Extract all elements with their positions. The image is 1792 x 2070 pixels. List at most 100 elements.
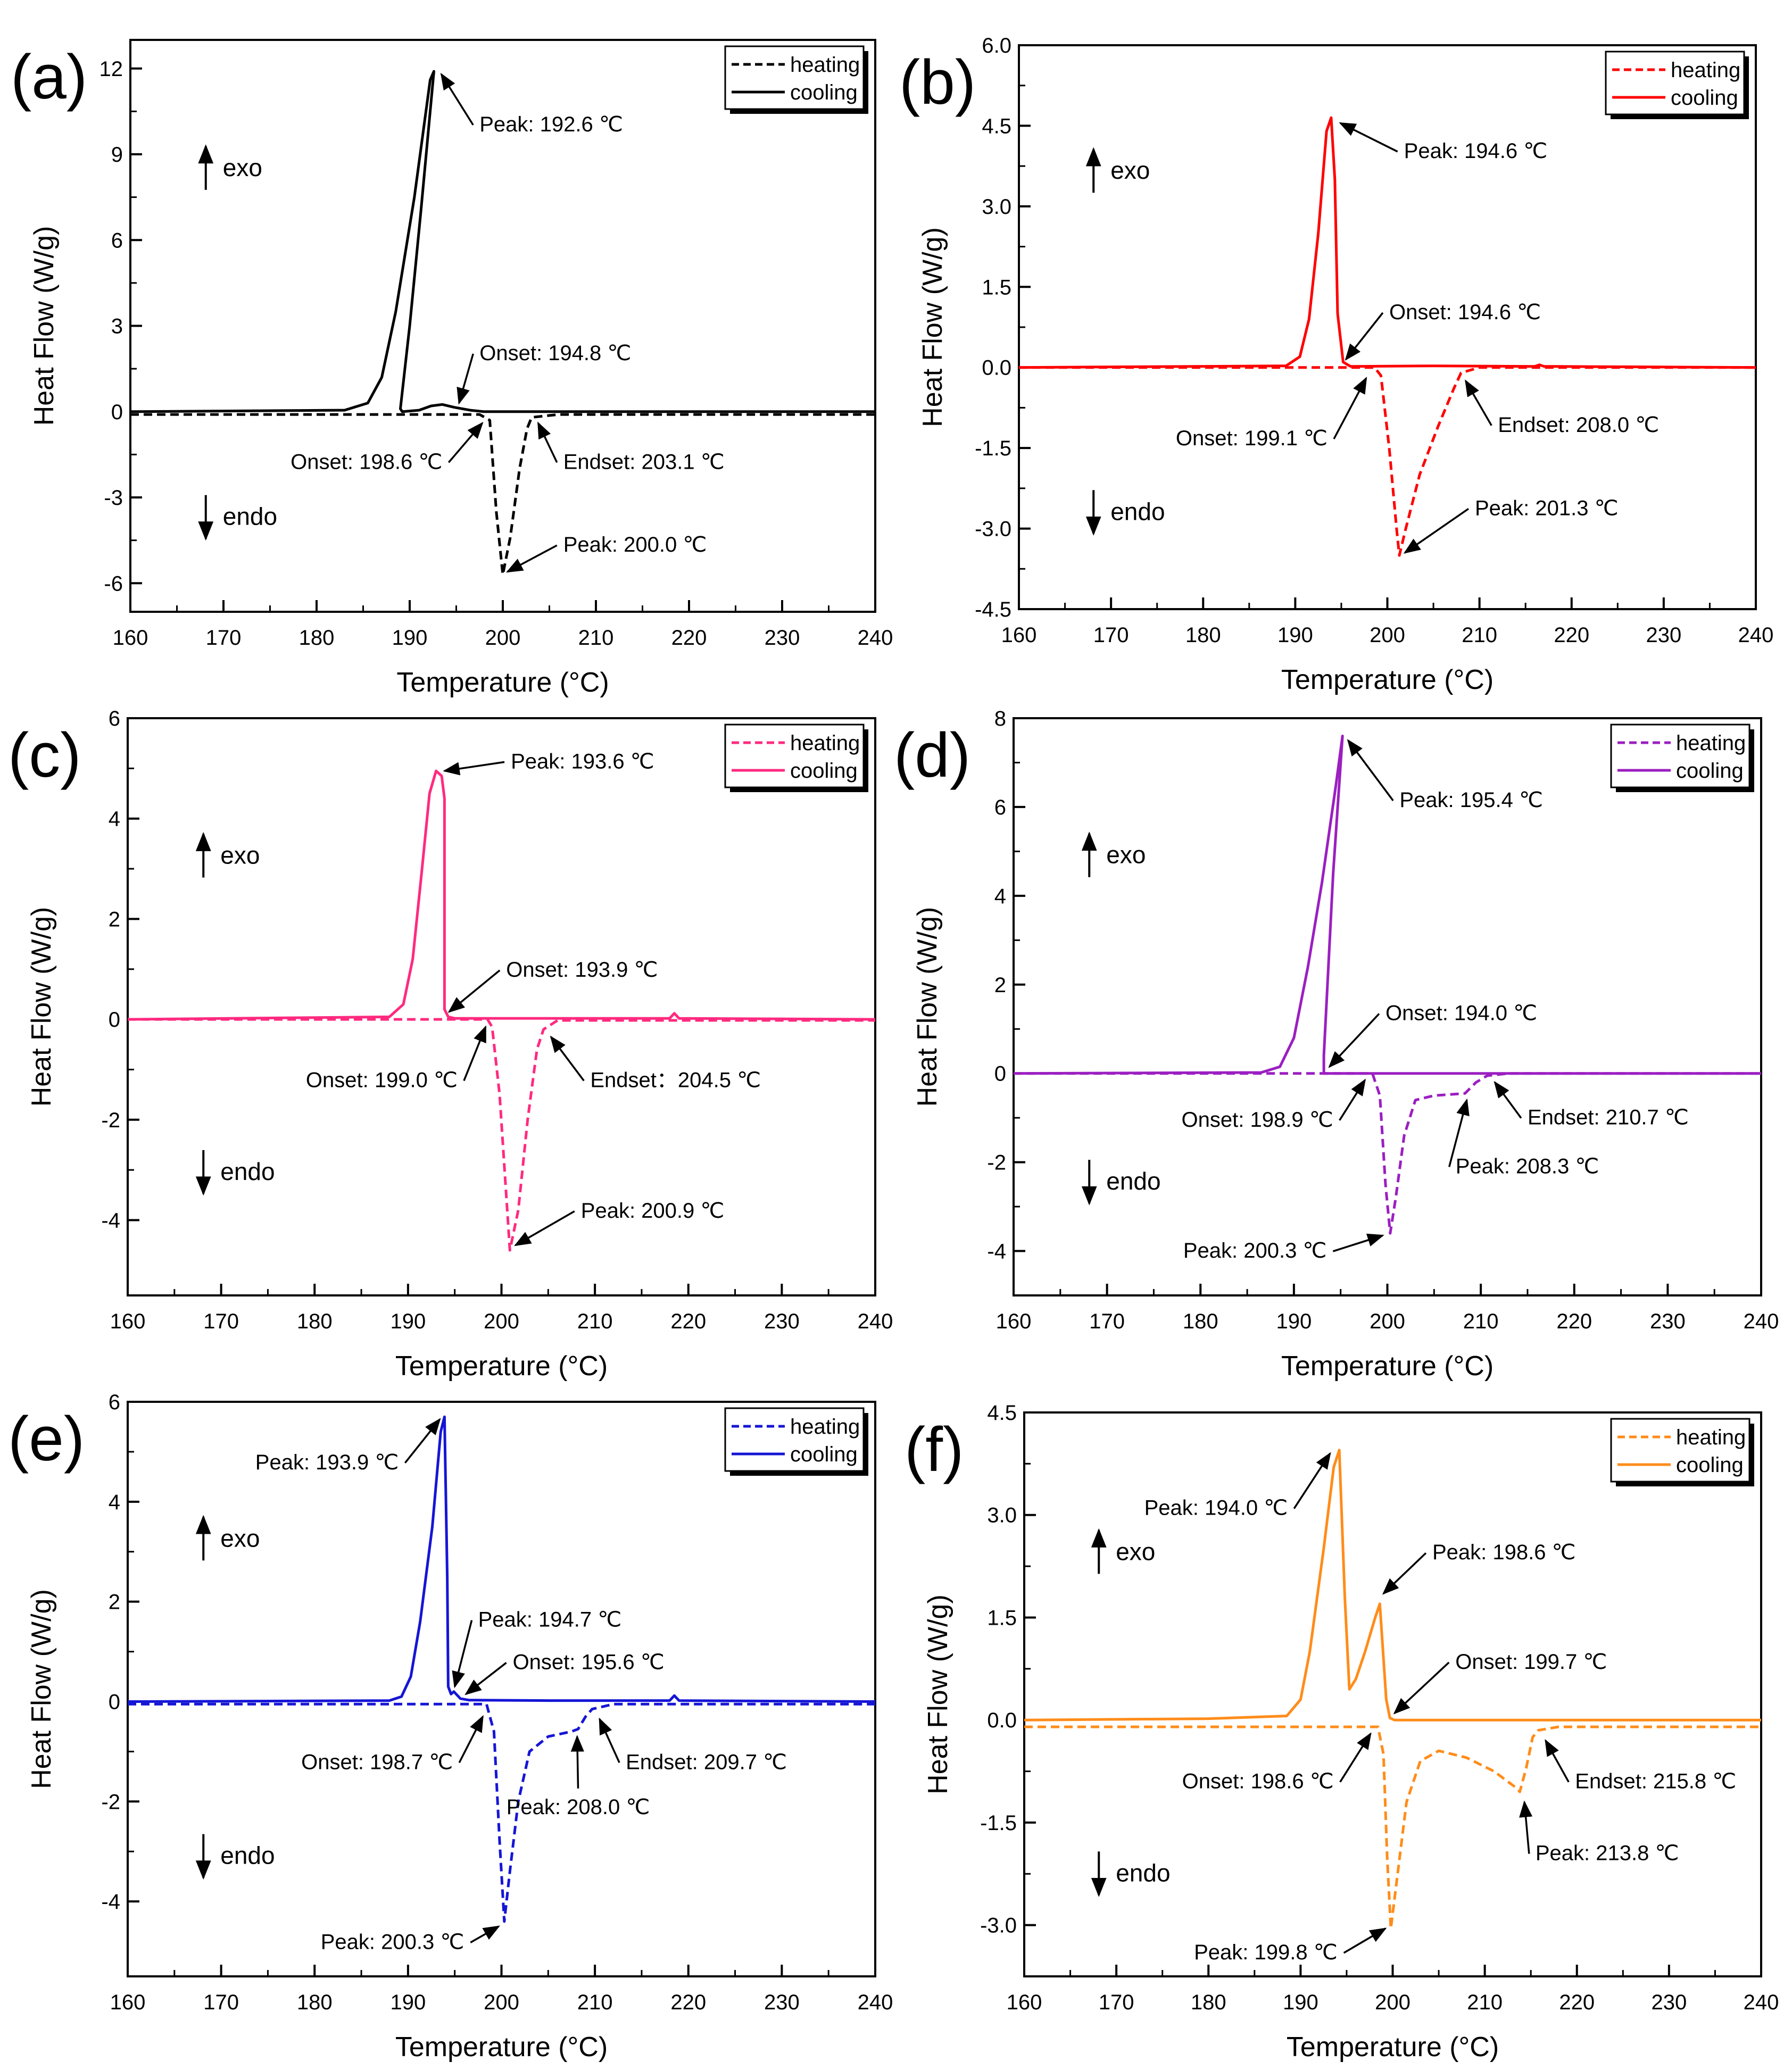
legend-label-heating: heating xyxy=(790,731,860,755)
x-tick-label: 160 xyxy=(110,1310,146,1333)
annotation-label: Onset: 199.7 ℃ xyxy=(1455,1650,1607,1674)
annotation-arrow xyxy=(1494,1080,1522,1119)
x-tick-label: 210 xyxy=(577,1991,613,2014)
x-tick-label: 200 xyxy=(484,1991,519,2014)
annotation-label: Peak: 208.3 ℃ xyxy=(1456,1154,1599,1178)
endo-label: endo xyxy=(220,1842,275,1869)
y-tick-label: 6 xyxy=(109,707,120,730)
annotation-label: Onset: 198.6 ℃ xyxy=(291,450,442,473)
panel-label: (a) xyxy=(11,42,87,112)
x-tick-label: 170 xyxy=(206,626,242,650)
y-tick-label: -4 xyxy=(987,1240,1006,1263)
annotation-label: Peak: 193.6 ℃ xyxy=(511,750,654,773)
y-tick-label: 3 xyxy=(111,315,123,338)
y-tick-label: 3.0 xyxy=(982,195,1011,219)
x-tick-label: 190 xyxy=(1276,1310,1312,1333)
x-tick-label: 220 xyxy=(1559,1991,1595,2014)
legend-box xyxy=(724,724,865,788)
legend-label-heating: heating xyxy=(1676,731,1746,755)
y-tick-label: 0.0 xyxy=(982,356,1011,380)
annotation-arrow xyxy=(1345,312,1384,361)
y-tick-label: 0 xyxy=(109,1008,120,1032)
y-tick-label: 1.5 xyxy=(987,1606,1017,1630)
x-tick-label: 160 xyxy=(110,1991,146,2014)
y-tick-label: 6 xyxy=(111,229,123,252)
x-tick-label: 240 xyxy=(858,1310,893,1333)
annotation-arrow xyxy=(1382,1552,1427,1595)
y-tick-label: -4 xyxy=(101,1890,120,1914)
x-tick-label: 230 xyxy=(1650,1310,1686,1333)
endo-label: endo xyxy=(1106,1167,1160,1195)
annotation-label: Peak: 213.8 ℃ xyxy=(1536,1842,1679,1865)
annotation-label: Onset: 198.7 ℃ xyxy=(301,1750,453,1774)
exo-label: exo xyxy=(1116,1537,1155,1565)
x-tick-label: 230 xyxy=(1646,624,1682,647)
endo-label: endo xyxy=(1116,1859,1170,1886)
y-tick-label: 4 xyxy=(994,885,1006,908)
annotation-arrow xyxy=(457,353,474,405)
y-axis-title: Heat Flow (W/g) xyxy=(923,1594,953,1794)
annotation-arrow xyxy=(1339,1078,1366,1121)
annotation-label: Onset: 194.8 ℃ xyxy=(479,342,631,365)
series-line-cooling xyxy=(1018,116,1756,369)
y-tick-label: -4 xyxy=(101,1209,120,1232)
legend-box xyxy=(1610,1418,1750,1483)
plot-frame xyxy=(127,717,876,1296)
y-tick-label: -3.0 xyxy=(980,1914,1017,1938)
panel-label: (b) xyxy=(899,47,976,118)
annotation-arrow xyxy=(1545,1739,1570,1783)
annotation-arrow xyxy=(1333,377,1367,439)
annotation-label: Onset: 194.0 ℃ xyxy=(1386,1002,1537,1025)
y-tick-label: 2 xyxy=(994,974,1006,997)
y-tick-label: 4.5 xyxy=(982,114,1011,138)
y-tick-label: -6 xyxy=(104,572,123,595)
annotation-arrow xyxy=(1448,1098,1470,1167)
y-tick-label: -1.5 xyxy=(980,1811,1017,1835)
panel-label: (e) xyxy=(8,1404,85,1474)
legend-label-heating: heating xyxy=(790,1415,860,1439)
x-tick-label: 170 xyxy=(1093,624,1129,647)
x-tick-label: 220 xyxy=(670,1310,706,1333)
annotation-label: Onset: 198.6 ℃ xyxy=(1182,1770,1334,1793)
x-tick-label: 220 xyxy=(1554,624,1589,647)
annotation-label: Onset: 199.1 ℃ xyxy=(1176,427,1328,450)
x-tick-label: 220 xyxy=(671,626,707,650)
x-tick-label: 170 xyxy=(203,1991,239,2014)
y-axis-title: Heat Flow (W/g) xyxy=(917,227,948,427)
annotation-label: Peak: 195.4 ℃ xyxy=(1399,788,1543,812)
y-tick-label: -4.5 xyxy=(975,598,1011,621)
legend-label-cooling: cooling xyxy=(790,1443,858,1466)
legend-label-heating: heating xyxy=(1671,59,1740,82)
x-tick-label: 180 xyxy=(1185,624,1221,647)
annotation-label: Peak: 199.8 ℃ xyxy=(1194,1941,1338,1964)
annotation-label: Peak: 194.0 ℃ xyxy=(1144,1497,1288,1520)
y-tick-label: 0.0 xyxy=(987,1709,1017,1732)
y-tick-label: 2 xyxy=(109,908,120,931)
panel-label: (f) xyxy=(905,1415,964,1485)
series-line-cooling xyxy=(1024,1449,1761,1722)
annotation-arrow xyxy=(1293,1452,1331,1509)
annotation-arrow xyxy=(458,1715,484,1764)
annotation-label: Peak: 200.0 ℃ xyxy=(563,533,707,556)
annotation-label: Onset: 195.6 ℃ xyxy=(513,1650,665,1674)
panel-label: (c) xyxy=(8,720,81,791)
y-tick-label: 6 xyxy=(109,1391,120,1414)
y-axis-title: Heat Flow (W/g) xyxy=(29,226,60,426)
x-tick-label: 190 xyxy=(391,1310,426,1333)
annotation-arrow xyxy=(537,421,558,463)
legend-label-cooling: cooling xyxy=(1676,759,1744,783)
legend-label-cooling: cooling xyxy=(1671,86,1738,110)
annotation-label: Peak: 198.6 ℃ xyxy=(1432,1541,1576,1564)
x-axis-title: Temperature (°C) xyxy=(395,2032,608,2063)
y-tick-label: 6 xyxy=(994,796,1006,819)
annotation-arrow xyxy=(452,1620,473,1689)
y-tick-label: 1.5 xyxy=(982,276,1011,299)
x-tick-label: 200 xyxy=(1370,624,1405,647)
y-tick-label: 2 xyxy=(109,1591,120,1614)
annotation-arrow xyxy=(464,1662,507,1695)
y-tick-label: -2 xyxy=(987,1151,1006,1175)
y-tick-label: 4 xyxy=(109,808,120,831)
legend-box xyxy=(1605,51,1745,115)
x-tick-label: 180 xyxy=(299,626,335,650)
